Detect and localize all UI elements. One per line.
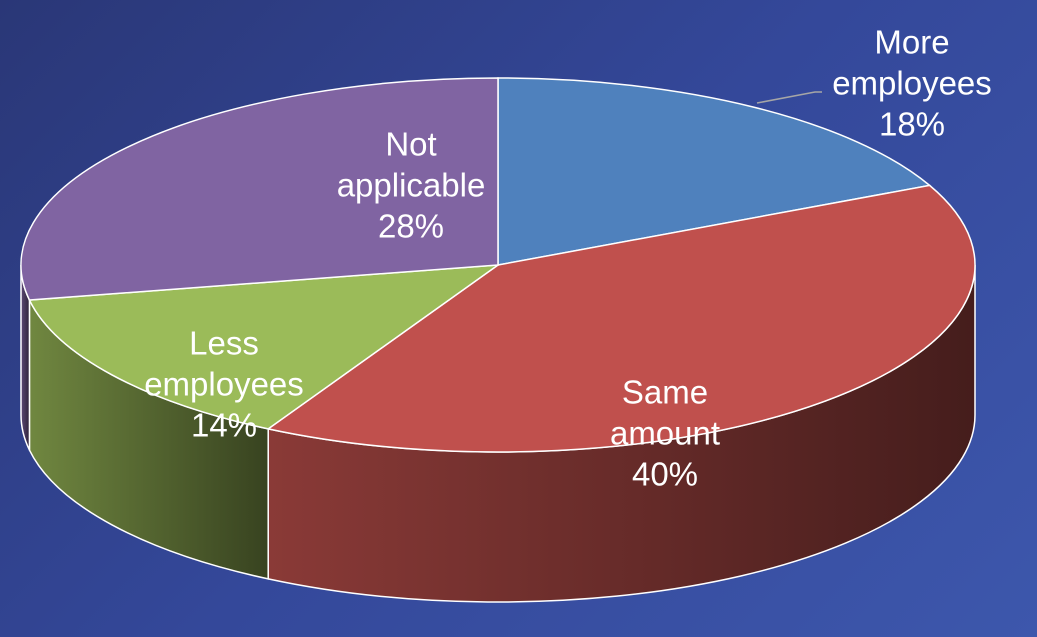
- leader-line: [756, 91, 822, 104]
- data-label: Less employees 14%: [144, 323, 304, 446]
- percent-label: 40%: [631, 455, 699, 493]
- percent-label: 28%: [377, 207, 445, 245]
- slice: [20, 77, 499, 301]
- slice: [28, 264, 501, 430]
- percent-label: 14%: [190, 406, 258, 444]
- slice: [497, 77, 932, 266]
- category-name: More employees: [832, 23, 992, 102]
- data-label: Not applicable 28%: [337, 124, 486, 247]
- slice: [266, 184, 976, 453]
- percent-label: 18%: [878, 105, 946, 143]
- category-name: Less employees: [144, 324, 304, 403]
- data-label: Same amount 40%: [610, 372, 720, 495]
- data-label: More employees 18%: [832, 22, 992, 145]
- category-name: Same amount: [609, 373, 721, 452]
- category-name: Not applicable: [336, 125, 486, 204]
